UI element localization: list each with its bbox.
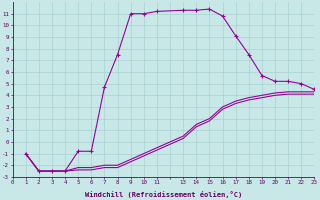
X-axis label: Windchill (Refroidissement éolien,°C): Windchill (Refroidissement éolien,°C) <box>85 191 242 198</box>
